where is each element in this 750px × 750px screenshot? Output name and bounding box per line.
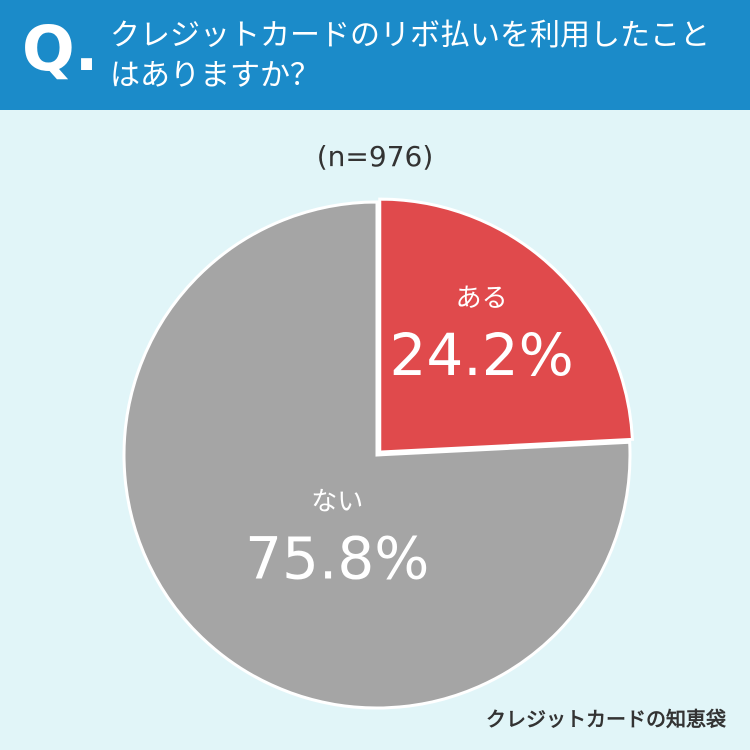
slice-category: ない [311, 487, 363, 517]
slice-category: ある [456, 283, 508, 313]
slice-value: 75.8% [245, 524, 429, 592]
pie-slice [378, 197, 635, 454]
badge: Q. [22, 12, 99, 85]
chart: (n=976) ある 24.2% ない 75.8% [122, 140, 635, 710]
header: Q. クレジットカードのリボ払いを利用したことはありますか？ [0, 0, 750, 110]
slice-value: 24.2% [389, 321, 573, 389]
subtitle: (n=976) [317, 140, 434, 173]
chart-title: クレジットカードのリボ払いを利用したことはありますか？ [110, 18, 710, 93]
brand: クレジットカードの知恵袋 [486, 707, 726, 731]
pie-slice [122, 200, 632, 710]
